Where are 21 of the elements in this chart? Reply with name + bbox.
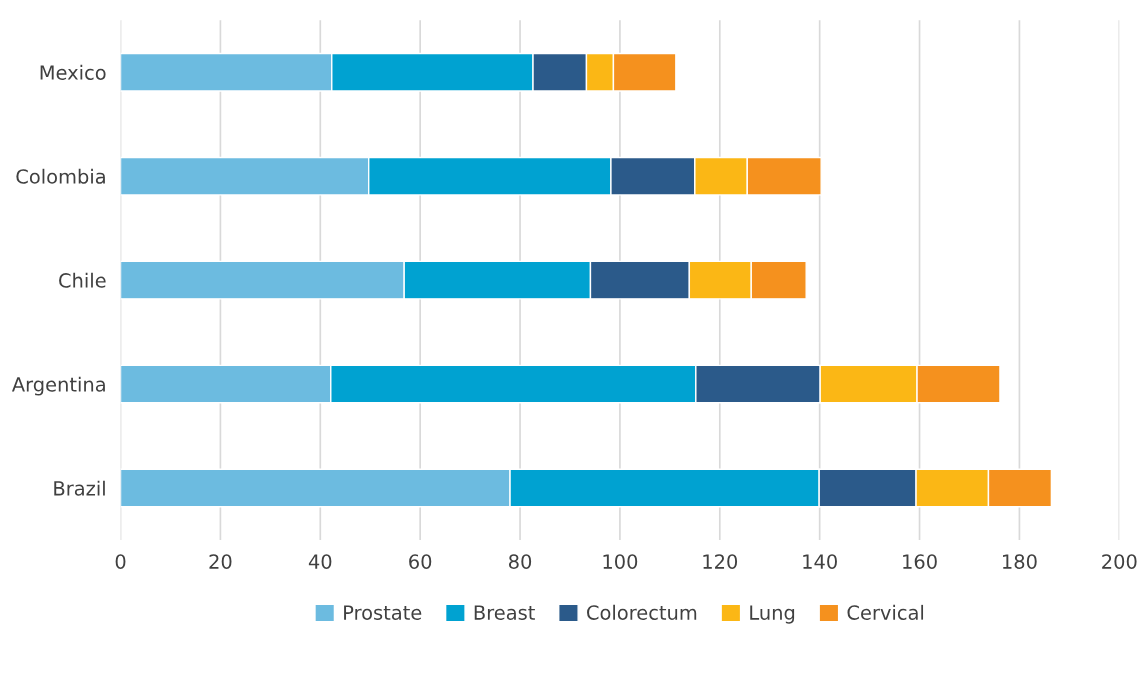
y-tick-label: Chile (59, 272, 106, 288)
legend-label: Cervical (847, 604, 924, 620)
legend-label: Breast (474, 605, 535, 620)
x-tick-label: 80 (508, 554, 532, 569)
x-tick-label: 140 (803, 554, 837, 569)
x-tick-label: 120 (703, 554, 738, 569)
legend-label: Prostate (344, 605, 422, 620)
x-tick-label: 160 (903, 554, 937, 569)
x-tick-label: 40 (308, 554, 332, 569)
y-tick-label: Argentina (11, 376, 105, 396)
x-tick-label: 60 (409, 554, 432, 569)
x-tick-label: 180 (1003, 554, 1037, 569)
legend-label: Colorectum (587, 604, 697, 620)
x-tick-label: 200 (1102, 554, 1137, 569)
x-tick-label: 20 (209, 554, 232, 569)
y-tick-label: Colombia (16, 168, 105, 184)
y-tick-label: Mexico (40, 64, 106, 80)
y-tick-label: Brazil (54, 480, 105, 496)
x-tick-label: 100 (603, 554, 638, 569)
legend-label: Lung (750, 605, 795, 624)
x-tick-label: 0 (115, 554, 126, 569)
